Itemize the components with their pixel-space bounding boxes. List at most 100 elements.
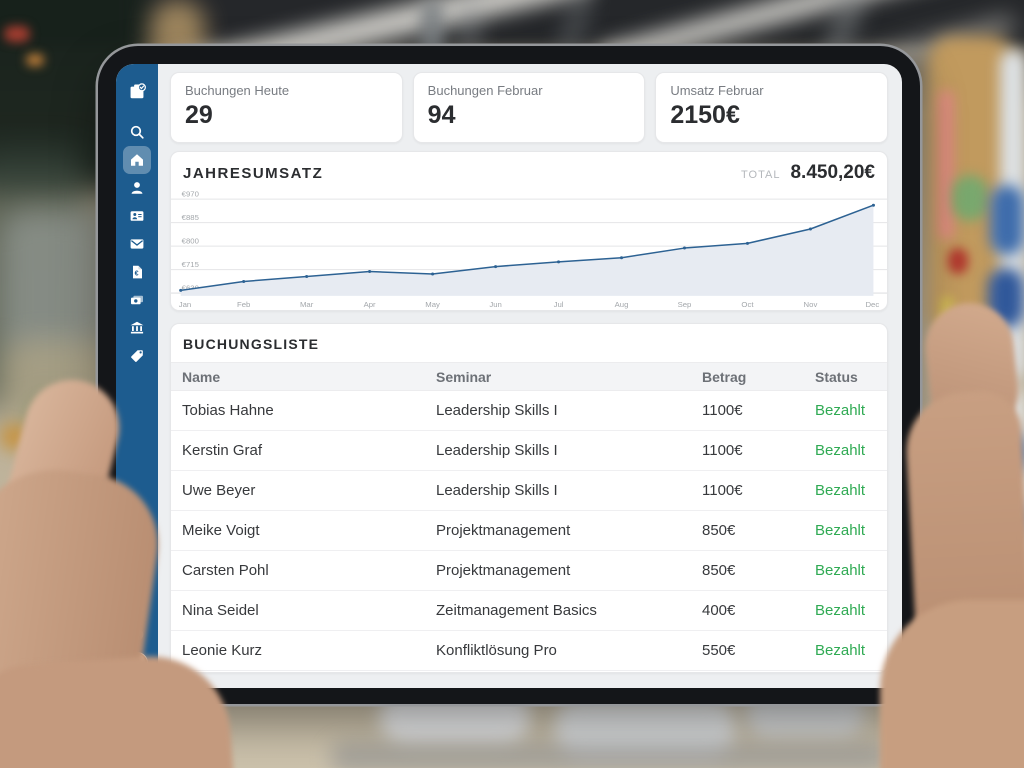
- column-header-name: Name: [182, 368, 221, 385]
- chart-total-label: TOTAL: [741, 169, 781, 181]
- svg-text:Nov: Nov: [804, 300, 818, 309]
- sidebar-item-invoices[interactable]: €: [123, 258, 151, 286]
- stat-card-bookings-month: Buchungen Februar 94: [412, 72, 646, 143]
- cell-betrag: 1100€: [702, 442, 743, 459]
- cell-seminar: Projektmanagement: [436, 522, 571, 539]
- cell-status: Bezahlt: [815, 402, 866, 419]
- mail-icon: [130, 239, 144, 249]
- sidebar-item-home[interactable]: [123, 146, 151, 174]
- svg-text:May: May: [425, 300, 440, 309]
- bank-icon: [130, 321, 144, 334]
- column-header-betrag: Betrag: [702, 368, 747, 385]
- table-row[interactable]: Meike Voigt Projektmanagement 850€ Bezah…: [171, 511, 887, 551]
- svg-text:Jun: Jun: [489, 300, 501, 309]
- right-hand-palm: [880, 600, 1024, 768]
- svg-text:€: €: [135, 270, 139, 277]
- svg-text:Jul: Jul: [554, 300, 564, 309]
- svg-text:€630: €630: [182, 283, 199, 292]
- tag-icon: [131, 350, 143, 362]
- cell-betrag: 1100€: [702, 402, 743, 419]
- svg-text:Aug: Aug: [615, 300, 629, 309]
- svg-text:Dec: Dec: [865, 300, 879, 309]
- stat-value: 2150€: [670, 101, 740, 129]
- cell-seminar: Projektmanagement: [436, 562, 571, 579]
- chart-header: JAHRESUMSATZ TOTAL 8.450,20€: [171, 162, 887, 184]
- cell-betrag: 1100€: [702, 482, 743, 499]
- cell-name: Nina Seidel: [182, 602, 259, 619]
- search-icon: [130, 125, 144, 139]
- cell-name: Carsten Pohl: [182, 562, 269, 579]
- sidebar-item-bank[interactable]: [123, 314, 151, 342]
- cell-name: Tobias Hahne: [182, 402, 274, 419]
- svg-text:€715: €715: [182, 260, 199, 269]
- table-row[interactable]: Tobias Hahne Leadership Skills I 1100€ B…: [171, 391, 887, 431]
- bg-note: [938, 90, 954, 240]
- table-title: BUCHUNGSLISTE: [183, 336, 320, 352]
- cell-seminar: Leadership Skills I: [436, 482, 558, 499]
- stat-label: Buchungen Heute: [185, 83, 290, 98]
- chart-title: JAHRESUMSATZ: [183, 165, 324, 182]
- cell-name: Leonie Kurz: [182, 642, 263, 659]
- booking-list-card: BUCHUNGSLISTE Name Seminar Betrag Status…: [170, 323, 888, 673]
- stat-label: Buchungen Februar: [427, 83, 543, 98]
- cell-status: Bezahlt: [815, 442, 866, 459]
- stat-value: 94: [427, 101, 456, 129]
- svg-text:€800: €800: [182, 236, 199, 245]
- cell-status: Bezahlt: [815, 642, 866, 659]
- sidebar-item-search[interactable]: [123, 118, 151, 146]
- cell-seminar: Leadership Skills I: [436, 442, 558, 459]
- cell-seminar: Leadership Skills I: [436, 402, 558, 419]
- bg-detail: [4, 26, 30, 42]
- stat-card-bookings-today: Buchungen Heute 29: [170, 72, 403, 143]
- bg-note: [952, 175, 988, 221]
- sidebar-item-payments[interactable]: [123, 286, 151, 314]
- table-row[interactable]: Kerstin Graf Leadership Skills I 1100€ B…: [171, 431, 887, 471]
- main-content: Buchungen Heute 29 Buchungen Februar 94 …: [158, 64, 902, 688]
- cell-seminar: Konfliktlösung Pro: [436, 642, 557, 659]
- table-header-row: Name Seminar Betrag Status: [171, 362, 887, 391]
- cell-name: Uwe Beyer: [182, 482, 256, 499]
- bg-box: [990, 185, 1024, 255]
- cell-betrag: 550€: [702, 642, 736, 659]
- revenue-chart: €970 €885 €800 €715 €630 Jan Feb Mar Apr May Jun Ju…: [171, 189, 887, 309]
- stat-label: Umsatz Februar: [670, 83, 764, 98]
- svg-text:Jan: Jan: [179, 300, 191, 309]
- svg-text:Oct: Oct: [741, 300, 754, 309]
- sidebar-item-mail[interactable]: [123, 230, 151, 258]
- annual-revenue-card: JAHRESUMSATZ TOTAL 8.450,20€ €970 €885 €80…: [170, 151, 888, 311]
- invoice-icon: €: [133, 265, 142, 279]
- column-header-seminar: Seminar: [436, 368, 492, 385]
- cell-status: Bezahlt: [815, 522, 866, 539]
- table-row[interactable]: Nina Seidel Zeitmanagement Basics 400€ B…: [171, 591, 887, 631]
- bg-detail: [26, 54, 44, 66]
- cell-betrag: 850€: [702, 562, 736, 579]
- stat-value: 29: [185, 101, 213, 129]
- bg-floor-shadow: [330, 742, 890, 768]
- stat-card-revenue-month: Umsatz Februar 2150€: [655, 72, 889, 143]
- column-header-status: Status: [815, 368, 858, 385]
- svg-text:Sep: Sep: [678, 300, 692, 309]
- home-icon: [131, 154, 143, 166]
- sidebar-item-contacts[interactable]: [123, 202, 151, 230]
- tablet-screen: €: [116, 64, 902, 688]
- svg-text:Feb: Feb: [237, 300, 250, 309]
- contact-card-icon: [130, 211, 144, 221]
- svg-text:Apr: Apr: [364, 300, 377, 309]
- cell-status: Bezahlt: [815, 482, 866, 499]
- table-row[interactable]: Uwe Beyer Leadership Skills I 1100€ Beza…: [171, 471, 887, 511]
- user-icon: [131, 182, 143, 194]
- chart-total-value: 8.450,20€: [790, 162, 875, 183]
- table-row[interactable]: Leonie Kurz Konfliktlösung Pro 550€ Beza…: [171, 631, 887, 671]
- cell-name: Meike Voigt: [182, 522, 260, 539]
- cell-seminar: Zeitmanagement Basics: [436, 602, 597, 619]
- stat-card-row: Buchungen Heute 29 Buchungen Februar 94 …: [170, 72, 889, 143]
- cell-betrag: 850€: [702, 522, 736, 539]
- bg-shelf-left: [0, 210, 110, 360]
- table-row[interactable]: Carsten Pohl Projektmanagement 850€ Beza…: [171, 551, 887, 591]
- sidebar-item-tags[interactable]: [123, 342, 151, 370]
- cash-icon: [131, 295, 143, 305]
- sidebar-item-users[interactable]: [123, 174, 151, 202]
- cell-status: Bezahlt: [815, 562, 866, 579]
- cell-name: Kerstin Graf: [182, 442, 263, 459]
